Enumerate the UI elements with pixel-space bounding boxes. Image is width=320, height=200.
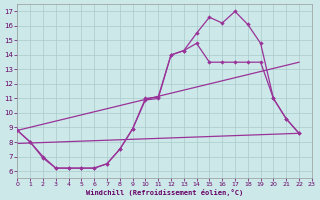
X-axis label: Windchill (Refroidissement éolien,°C): Windchill (Refroidissement éolien,°C) (86, 189, 243, 196)
